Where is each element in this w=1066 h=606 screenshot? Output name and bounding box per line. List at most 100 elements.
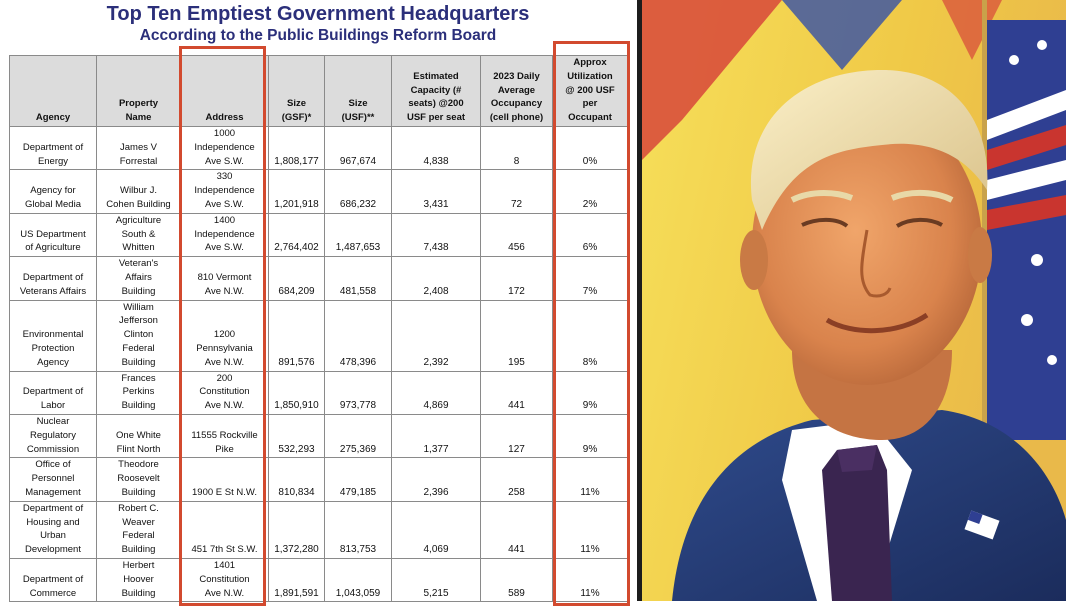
cell-capacity: 3,431 bbox=[391, 169, 481, 214]
left-eyebrow bbox=[790, 190, 854, 203]
left-eye bbox=[801, 217, 849, 228]
column-header-address: Address bbox=[180, 55, 269, 127]
table-row: Office of Personnel Management Theodore … bbox=[9, 457, 628, 502]
cell-gsf: 684,209 bbox=[268, 256, 325, 301]
cell-gsf: 1,808,177 bbox=[268, 125, 325, 171]
cell-usf: 1,487,653 bbox=[324, 212, 392, 258]
blue-backdrop-shape bbox=[782, 0, 902, 70]
utilization-column-highlight bbox=[553, 41, 630, 606]
cell-agency: Nuclear Regulatory Commission bbox=[9, 413, 97, 459]
portrait-photo bbox=[642, 0, 1066, 601]
cell-agency: Environmental Protection Agency bbox=[9, 299, 97, 372]
cell-utilization: 0% bbox=[552, 125, 628, 171]
cell-agency: Office of Personnel Management bbox=[9, 457, 97, 502]
cell-property: James V Forrestal bbox=[96, 125, 181, 171]
cell-usf: 686,232 bbox=[324, 169, 392, 214]
cell-utilization: 7% bbox=[552, 256, 628, 301]
cell-capacity: 2,392 bbox=[391, 299, 481, 372]
mouth bbox=[825, 312, 929, 334]
american-flag-icon bbox=[987, 20, 1066, 440]
cell-occupancy: 456 bbox=[480, 212, 553, 258]
necktie-knot bbox=[837, 445, 877, 472]
cell-occupancy: 441 bbox=[480, 370, 553, 415]
table-row: Department of Energy James V Forrestal 1… bbox=[9, 125, 628, 171]
cell-occupancy: 72 bbox=[480, 169, 553, 214]
cell-agency: Department of Veterans Affairs bbox=[9, 256, 97, 301]
cell-capacity: 5,215 bbox=[391, 557, 481, 603]
cell-property: Robert C. Weaver Federal Building bbox=[96, 500, 181, 559]
cell-gsf: 2,764,402 bbox=[268, 212, 325, 258]
document-panel: Top Ten Emptiest Government Headquarters… bbox=[9, 3, 630, 606]
cell-gsf: 1,201,918 bbox=[268, 169, 325, 214]
cell-usf: 479,185 bbox=[324, 457, 392, 502]
cell-address: 11555 Rockville Pike bbox=[180, 413, 269, 459]
portrait-illustration bbox=[642, 0, 1066, 601]
table-row: Department of Labor Frances Perkins Buil… bbox=[9, 370, 628, 415]
cell-utilization: 2% bbox=[552, 169, 628, 214]
cell-utilization: 9% bbox=[552, 413, 628, 459]
cell-usf: 967,674 bbox=[324, 125, 392, 171]
cell-capacity: 2,408 bbox=[391, 256, 481, 301]
cell-utilization: 9% bbox=[552, 370, 628, 415]
cell-address: 1900 E St N.W. bbox=[180, 457, 269, 502]
panel-divider bbox=[637, 0, 642, 601]
headquarters-table: Agency Property Name Address Size (GSF)*… bbox=[9, 55, 628, 603]
cell-agency: Department of Housing and Urban Developm… bbox=[9, 500, 97, 559]
red-backdrop-shape bbox=[642, 0, 782, 160]
column-header-usf: Size (USF)** bbox=[324, 55, 392, 127]
cell-usf: 275,369 bbox=[324, 413, 392, 459]
cell-address: 1200 Pennsylvania Ave N.W. bbox=[180, 299, 269, 372]
cell-capacity: 4,869 bbox=[391, 370, 481, 415]
document-title: Top Ten Emptiest Government Headquarters bbox=[106, 3, 530, 25]
table-row: Agency for Global Media Wilbur J. Cohen … bbox=[9, 169, 628, 214]
cell-capacity: 4,069 bbox=[391, 500, 481, 559]
table-row: Department of Veterans Affairs Veteran's… bbox=[9, 256, 628, 301]
cell-agency: Department of Energy bbox=[9, 125, 97, 171]
address-column-highlight bbox=[179, 46, 266, 606]
cell-property: Frances Perkins Building bbox=[96, 370, 181, 415]
cell-capacity: 2,396 bbox=[391, 457, 481, 502]
table-row: Environmental Protection Agency William … bbox=[9, 299, 628, 372]
cell-property: Veteran's Affairs Building bbox=[96, 256, 181, 301]
cell-occupancy: 172 bbox=[480, 256, 553, 301]
table-row: US Department of Agriculture Agriculture… bbox=[9, 212, 628, 258]
cell-property: William Jefferson Clinton Federal Buildi… bbox=[96, 299, 181, 372]
cell-usf: 478,396 bbox=[324, 299, 392, 372]
cell-agency: US Department of Agriculture bbox=[9, 212, 97, 258]
nose bbox=[860, 229, 892, 298]
cell-address: 1401 Constitution Ave N.W. bbox=[180, 557, 269, 603]
cell-capacity: 1,377 bbox=[391, 413, 481, 459]
column-header-gsf: Size (GSF)* bbox=[268, 55, 325, 127]
cell-usf: 813,753 bbox=[324, 500, 392, 559]
right-eyebrow bbox=[890, 190, 954, 203]
cell-address: 1000 Independence Ave S.W. bbox=[180, 125, 269, 171]
cell-gsf: 891,576 bbox=[268, 299, 325, 372]
cell-gsf: 1,850,910 bbox=[268, 370, 325, 415]
cell-property: One White Flint North bbox=[96, 413, 181, 459]
table-row: Nuclear Regulatory Commission One White … bbox=[9, 413, 628, 459]
table-header-row: Agency Property Name Address Size (GSF)*… bbox=[9, 55, 628, 127]
cell-address: 810 Vermont Ave N.W. bbox=[180, 256, 269, 301]
cell-occupancy: 258 bbox=[480, 457, 553, 502]
cell-agency: Department of Labor bbox=[9, 370, 97, 415]
right-eye bbox=[895, 217, 944, 228]
cell-occupancy: 195 bbox=[480, 299, 553, 372]
cell-usf: 1,043,059 bbox=[324, 557, 392, 603]
cell-occupancy: 589 bbox=[480, 557, 553, 603]
table-row: Department of Housing and Urban Developm… bbox=[9, 500, 628, 559]
cell-gsf: 1,891,591 bbox=[268, 557, 325, 603]
cell-agency: Agency for Global Media bbox=[9, 169, 97, 214]
cell-gsf: 1,372,280 bbox=[268, 500, 325, 559]
hair bbox=[750, 70, 988, 230]
cell-gsf: 810,834 bbox=[268, 457, 325, 502]
cell-agency: Department of Commerce bbox=[9, 557, 97, 603]
table-row: Department of Commerce Herbert Hoover Bu… bbox=[9, 557, 628, 603]
cell-utilization: 11% bbox=[552, 557, 628, 603]
cell-usf: 481,558 bbox=[324, 256, 392, 301]
cell-occupancy: 441 bbox=[480, 500, 553, 559]
column-header-capacity: Estimated Capacity (# seats) @200 USF pe… bbox=[391, 55, 481, 127]
document-subtitle: According to the Public Buildings Reform… bbox=[139, 27, 497, 44]
column-header-occupancy: 2023 Daily Average Occupancy (cell phone… bbox=[480, 55, 553, 127]
necktie bbox=[822, 445, 892, 601]
cell-occupancy: 8 bbox=[480, 125, 553, 171]
